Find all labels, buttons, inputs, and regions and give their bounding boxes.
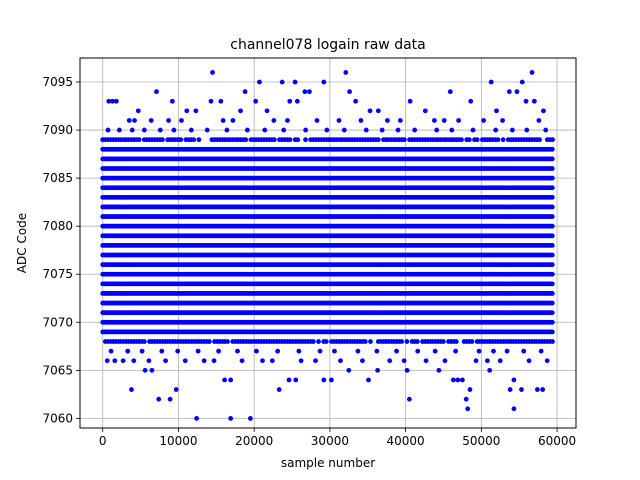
data-point <box>549 233 555 239</box>
data-point <box>414 339 420 344</box>
data-point <box>316 339 321 344</box>
data-point <box>323 339 329 344</box>
data-point <box>549 262 555 268</box>
data-point <box>549 291 555 296</box>
data-point <box>549 252 555 258</box>
data-point <box>469 339 475 344</box>
data-point <box>549 243 555 248</box>
data-point <box>368 339 373 344</box>
data-point <box>225 339 230 344</box>
data-point <box>440 339 446 344</box>
data-point <box>141 339 147 344</box>
data-point <box>549 329 555 335</box>
data-point <box>549 185 555 191</box>
data-point <box>399 339 405 344</box>
data-point <box>549 214 555 219</box>
data-point <box>549 300 555 306</box>
data-point <box>404 339 410 344</box>
data-point <box>550 339 555 344</box>
data-point <box>549 310 555 316</box>
data-point <box>310 339 316 344</box>
data-points <box>100 70 555 421</box>
data-point <box>549 319 555 325</box>
data-point <box>362 339 368 344</box>
data-point <box>549 271 555 277</box>
data-point <box>206 339 212 344</box>
data-point <box>549 204 555 210</box>
data-point <box>549 281 555 287</box>
data-point <box>549 223 555 229</box>
data-point <box>549 175 555 181</box>
data-point <box>549 194 555 200</box>
data-point <box>453 339 459 344</box>
